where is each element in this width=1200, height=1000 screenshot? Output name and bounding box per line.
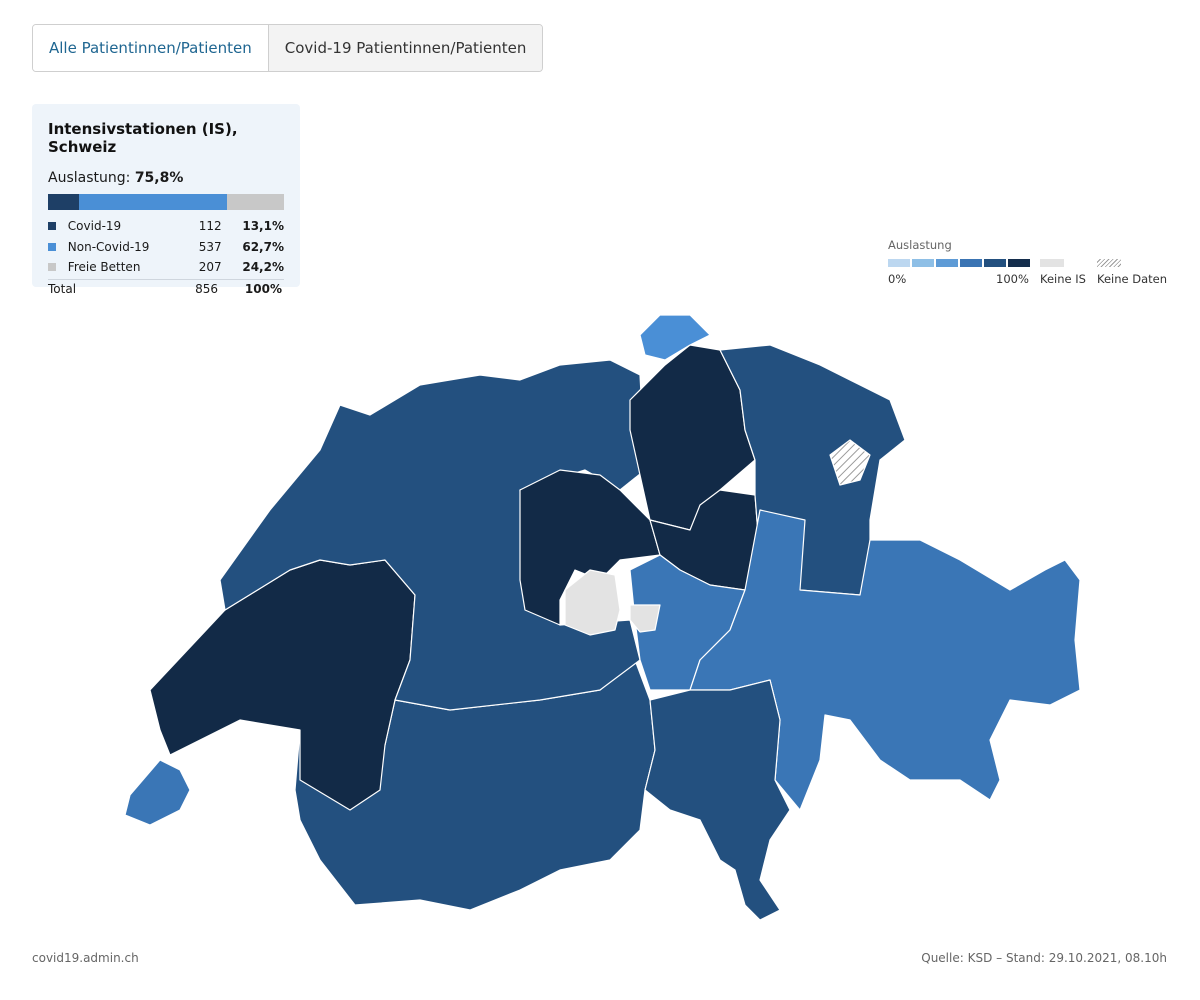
row-count: 207 — [198, 260, 222, 275]
region-zuerich[interactable] — [629, 344, 756, 531]
legend-color-scale — [888, 259, 1178, 267]
legend-step — [1008, 259, 1030, 267]
row-label: Covid-19 — [67, 219, 122, 234]
table-row-total: Total 856 100% — [48, 278, 284, 300]
swatch-free-beds — [48, 263, 56, 272]
icu-summary-panel: Intensivstationen (IS), Schweiz Auslastu… — [32, 104, 300, 296]
map-legend: Auslastung 0% 100% Keine IS Keine Daten — [888, 238, 1178, 288]
capacity-stacked-bar — [48, 194, 284, 210]
footer-site: covid19.admin.ch — [32, 951, 139, 965]
switzerland-map — [124, 314, 1081, 921]
total-count: 856 — [195, 282, 218, 297]
region-genf[interactable] — [124, 759, 191, 826]
legend-title: Auslastung — [888, 238, 952, 252]
region-appenzell[interactable] — [829, 439, 871, 486]
legend-max-label: 100% — [996, 272, 1029, 286]
row-label: Non-Covid-19 — [67, 239, 150, 254]
row-percent: 62,7% — [242, 239, 284, 254]
patient-tabs: Alle Patientinnen/Patienten Covid-19 Pat… — [32, 24, 544, 72]
legend-step — [960, 259, 982, 267]
region-schaffhausen[interactable] — [639, 314, 711, 361]
total-label: Total — [48, 282, 77, 297]
bar-segment-non-covid — [78, 194, 227, 210]
row-percent: 13,1% — [242, 219, 284, 234]
tab-all-patients[interactable]: Alle Patientinnen/Patienten — [33, 25, 268, 71]
panel-title: Intensivstationen (IS), Schweiz — [48, 120, 238, 156]
region-nidwalden[interactable] — [629, 604, 661, 633]
legend-no-data-label: Keine Daten — [1097, 272, 1168, 286]
row-label: Freie Betten — [67, 260, 141, 275]
swatch-covid — [48, 222, 56, 231]
row-count: 537 — [198, 239, 222, 254]
utilization-value: 75,8% — [134, 170, 184, 186]
region-tessin[interactable] — [644, 679, 791, 921]
capacity-table: Covid-19 112 13,1% Non-Covid-19 537 62,7… — [48, 216, 284, 299]
utilization-label: Auslastung: — [48, 170, 131, 186]
bar-segment-free-beds — [226, 194, 284, 210]
tab-covid-patients[interactable]: Covid-19 Patientinnen/Patienten — [267, 25, 543, 71]
total-percent: 100% — [244, 282, 282, 297]
table-row-non-covid: Non-Covid-19 537 62,7% — [48, 237, 284, 258]
legend-step — [888, 259, 910, 267]
swatch-non-covid — [48, 242, 56, 251]
legend-no-is-swatch — [1040, 259, 1064, 267]
row-count: 112 — [198, 219, 222, 234]
region-westschweiz[interactable] — [149, 559, 416, 811]
legend-no-data-swatch — [1097, 259, 1121, 267]
region-obwalden[interactable] — [564, 569, 621, 636]
row-percent: 24,2% — [242, 260, 284, 275]
utilization-line: Auslastung: 75,8% — [48, 170, 284, 186]
legend-step — [936, 259, 958, 267]
bar-segment-covid — [48, 194, 79, 210]
legend-min-label: 0% — [888, 272, 907, 286]
region-luzern[interactable] — [519, 469, 661, 626]
legend-no-is-label: Keine IS — [1040, 272, 1086, 286]
footer-source: Quelle: KSD – Stand: 29.10.2021, 08.10h — [921, 951, 1167, 965]
legend-step — [984, 259, 1006, 267]
legend-step — [912, 259, 934, 267]
table-row-covid: Covid-19 112 13,1% — [48, 216, 284, 237]
table-row-free-beds: Freie Betten 207 24,2% — [48, 257, 284, 278]
